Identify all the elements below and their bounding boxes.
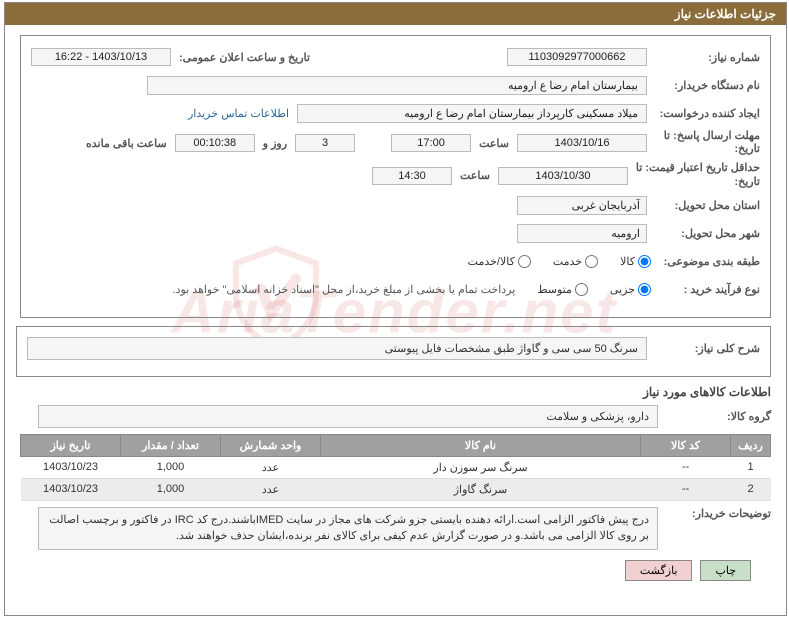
table-row: 2 -- سرنگ گاواژ عدد 1,000 1403/10/23 <box>21 478 771 500</box>
desc-value: سرنگ 50 سی سی و گاواژ طبق مشخصات فایل پی… <box>27 337 647 360</box>
content-area: شماره نیاز: 1103092977000662 تاریخ و ساع… <box>5 25 786 591</box>
radio-medium-label: متوسط <box>537 283 572 296</box>
group-label: گروه کالا: <box>666 410 771 423</box>
buyer-notes-label: توضیحات خریدار: <box>666 507 771 520</box>
goods-section-title: اطلاعات کالاهای مورد نیاز <box>20 385 771 399</box>
remaining-days: 3 <box>295 134 355 152</box>
cell-row: 1 <box>731 456 771 478</box>
radio-both-label: کالا/خدمت <box>468 255 515 268</box>
radio-goods-label: کالا <box>620 255 635 268</box>
validity-label-1: حداقل تاریخ اعتبار قیمت: تا <box>636 162 760 175</box>
goods-table: ردیف کد کالا نام کالا واحد شمارش تعداد /… <box>20 434 771 501</box>
category-label: طبقه بندی موضوعی: <box>655 255 760 268</box>
th-name: نام کالا <box>321 434 641 456</box>
deadline-label-2: تاریخ: <box>655 143 760 156</box>
cell-date: 1403/10/23 <box>21 478 121 500</box>
cell-name: سرنگ سر سوزن دار <box>321 456 641 478</box>
radio-service-input[interactable] <box>585 255 598 268</box>
deadline-label-1: مهلت ارسال پاسخ: تا <box>655 130 760 143</box>
cell-date: 1403/10/23 <box>21 456 121 478</box>
cell-unit: عدد <box>221 456 321 478</box>
back-button[interactable]: بازگشت <box>625 560 693 581</box>
city-label: شهر محل تحویل: <box>655 227 760 240</box>
row-deadline: مهلت ارسال پاسخ: تا تاریخ: 1403/10/16 سا… <box>31 130 760 156</box>
cell-code: -- <box>641 456 731 478</box>
radio-medium[interactable]: متوسط <box>537 283 588 296</box>
process-label: نوع فرآیند خرید : <box>655 283 760 296</box>
th-unit: واحد شمارش <box>221 434 321 456</box>
remaining-time: 00:10:38 <box>175 134 255 152</box>
cell-unit: عدد <box>221 478 321 500</box>
print-button[interactable]: چاپ <box>700 560 751 581</box>
buyer-notes-value: درج پیش فاکتور الزامی است.ارائه دهنده با… <box>38 507 658 550</box>
th-code: کد کالا <box>641 434 731 456</box>
need-number-label: شماره نیاز: <box>655 51 760 64</box>
province-value: آذربایجان غربی <box>517 196 647 215</box>
radio-goods-input[interactable] <box>638 255 651 268</box>
requester-label: ایجاد کننده درخواست: <box>655 107 760 120</box>
row-city: شهر محل تحویل: ارومیه <box>31 223 760 245</box>
deadline-label: مهلت ارسال پاسخ: تا تاریخ: <box>655 130 760 156</box>
table-header-row: ردیف کد کالا نام کالا واحد شمارش تعداد /… <box>21 434 771 456</box>
desc-fieldset: شرح کلی نیاز: سرنگ 50 سی سی و گاواژ طبق … <box>16 326 771 377</box>
validity-time: 14:30 <box>372 167 452 185</box>
button-row: چاپ بازگشت <box>20 560 751 581</box>
radio-service-label: خدمت <box>553 255 582 268</box>
row-validity: حداقل تاریخ اعتبار قیمت: تا تاریخ: 1403/… <box>31 162 760 188</box>
row-requester: ایجاد کننده درخواست: میلاد مسکینی کارپرد… <box>31 102 760 124</box>
row-category: طبقه بندی موضوعی: کالا خدمت کالا/خدمت <box>31 251 760 273</box>
th-row: ردیف <box>731 434 771 456</box>
row-buyer-notes: توضیحات خریدار: درج پیش فاکتور الزامی اس… <box>20 507 771 550</box>
validity-date: 1403/10/30 <box>498 167 628 185</box>
radio-minor-input[interactable] <box>638 283 651 296</box>
radio-minor[interactable]: جزیی <box>610 283 651 296</box>
deadline-time: 17:00 <box>391 134 471 152</box>
province-label: استان محل تحویل: <box>655 199 760 212</box>
validity-label: حداقل تاریخ اعتبار قیمت: تا تاریخ: <box>636 162 760 188</box>
cell-qty: 1,000 <box>121 456 221 478</box>
time-label-2: ساعت <box>460 169 490 182</box>
th-qty: تعداد / مقدار <box>121 434 221 456</box>
info-fieldset: شماره نیاز: 1103092977000662 تاریخ و ساع… <box>20 35 771 318</box>
group-value: دارو، پزشکی و سلامت <box>38 405 658 428</box>
row-process: نوع فرآیند خرید : جزیی متوسط پرداخت تمام… <box>31 279 760 301</box>
requester-value: میلاد مسکینی کارپرداز بیمارستان امام رضا… <box>297 104 647 123</box>
process-note: پرداخت تمام یا بخشی از مبلغ خرید،از محل … <box>173 283 516 296</box>
panel-title: جزئیات اطلاعات نیاز <box>5 3 786 25</box>
cell-name: سرنگ گاواژ <box>321 478 641 500</box>
buyer-org-label: نام دستگاه خریدار: <box>655 79 760 92</box>
cell-row: 2 <box>731 478 771 500</box>
row-group: گروه کالا: دارو، پزشکی و سلامت <box>20 405 771 428</box>
desc-label: شرح کلی نیاز: <box>655 342 760 355</box>
time-label-1: ساعت <box>479 137 509 150</box>
city-value: ارومیه <box>517 224 647 243</box>
validity-label-2: تاریخ: <box>636 176 760 189</box>
table-row: 1 -- سرنگ سر سوزن دار عدد 1,000 1403/10/… <box>21 456 771 478</box>
days-and-label: روز و <box>263 137 287 150</box>
announce-label: تاریخ و ساعت اعلان عمومی: <box>179 51 310 64</box>
radio-service[interactable]: خدمت <box>553 255 598 268</box>
deadline-date: 1403/10/16 <box>517 134 647 152</box>
radio-medium-input[interactable] <box>575 283 588 296</box>
announce-value: 1403/10/13 - 16:22 <box>31 48 171 66</box>
row-need-number: شماره نیاز: 1103092977000662 تاریخ و ساع… <box>31 46 760 68</box>
main-panel: جزئیات اطلاعات نیاز شماره نیاز: 11030929… <box>4 2 787 616</box>
radio-both-input[interactable] <box>518 255 531 268</box>
buyer-org-value: بیمارستان امام رضا ع ارومیه <box>147 76 647 95</box>
remaining-label: ساعت باقی مانده <box>86 137 167 150</box>
contact-link[interactable]: اطلاعات تماس خریدار <box>188 107 289 120</box>
radio-both[interactable]: کالا/خدمت <box>468 255 531 268</box>
need-number-value: 1103092977000662 <box>507 48 647 66</box>
row-province: استان محل تحویل: آذربایجان غربی <box>31 195 760 217</box>
row-desc: شرح کلی نیاز: سرنگ 50 سی سی و گاواژ طبق … <box>27 337 760 360</box>
th-date: تاریخ نیاز <box>21 434 121 456</box>
cell-code: -- <box>641 478 731 500</box>
radio-minor-label: جزیی <box>610 283 635 296</box>
row-buyer-org: نام دستگاه خریدار: بیمارستان امام رضا ع … <box>31 74 760 96</box>
radio-goods[interactable]: کالا <box>620 255 651 268</box>
cell-qty: 1,000 <box>121 478 221 500</box>
